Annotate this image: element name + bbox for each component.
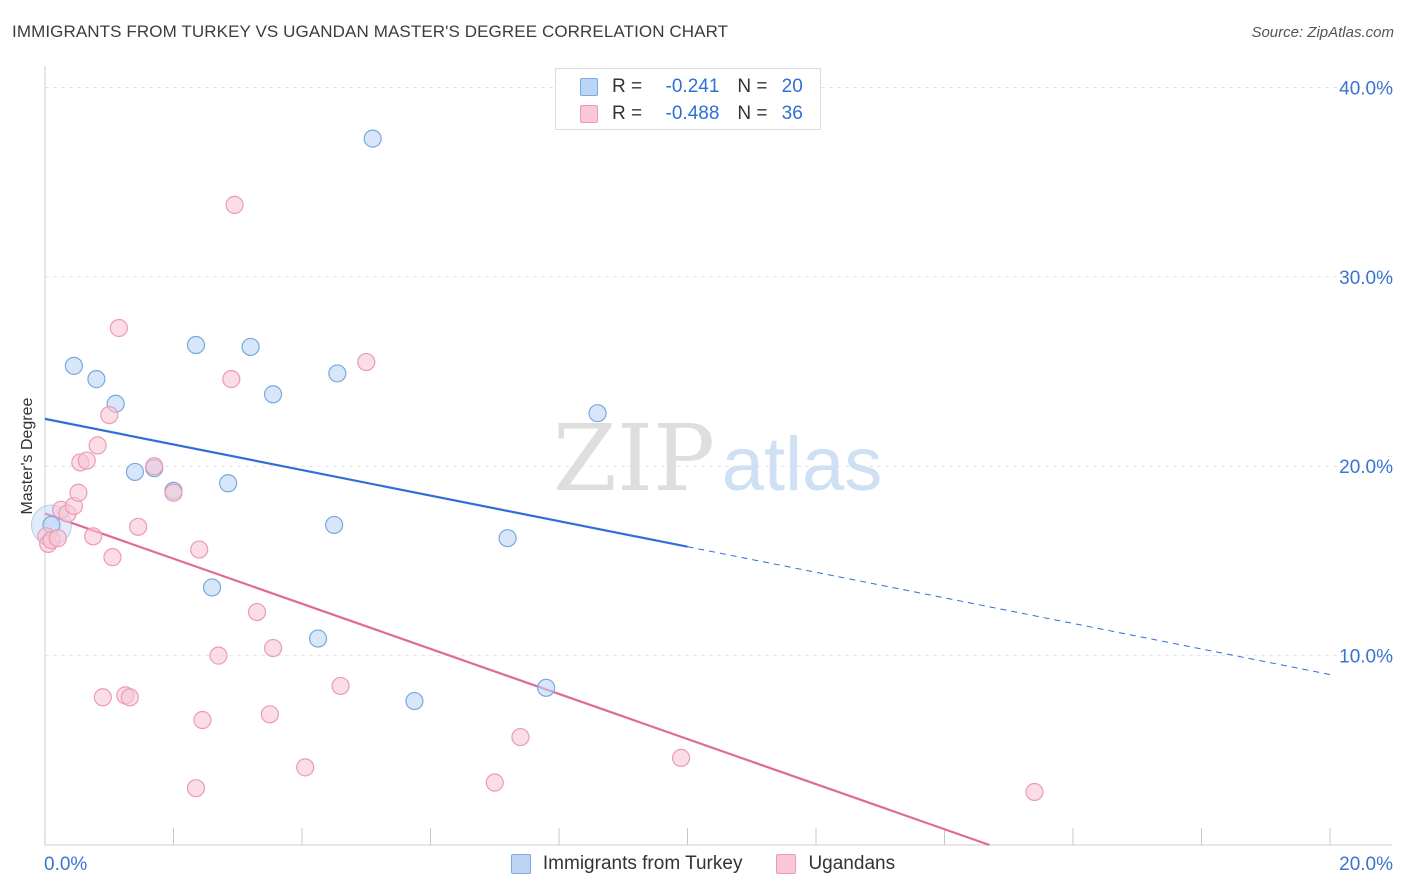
data-point-ugandans [209,646,228,665]
data-point-turkey [588,404,607,423]
data-point-turkey [308,629,328,648]
watermark-atlas: atlas [722,422,883,507]
legend-swatch-blue [510,854,531,874]
legend-row-ugandans: R = -0.488 N = 36 [580,100,803,128]
legend-r-label: R = [612,76,643,97]
legend-n-value: 36 [781,103,803,124]
data-point-ugandans [296,758,315,777]
data-point-ugandans [129,517,148,536]
data-point-ugandans [103,548,122,567]
legend-item-turkey: Immigrants from Turkey [510,853,743,875]
legend-r-value: -0.488 [665,103,720,124]
data-point-turkey [241,337,260,357]
trend-line-turkey [44,417,688,548]
legend-r-label: R = [612,103,643,124]
data-point-ugandans [88,436,107,455]
x-tick-label: 20.0% [1339,854,1393,875]
data-point-ugandans [331,676,350,696]
legend-swatch-pink [776,854,797,874]
data-point-ugandans [186,779,206,798]
trend-lines [44,417,1331,847]
data-point-ugandans [357,352,376,372]
data-point-ugandans [193,710,212,730]
chart-title: IMMIGRANTS FROM TURKEY VS UGANDAN MASTER… [12,22,729,41]
data-point-turkey [202,578,222,597]
legend-r-value: -0.241 [665,76,720,97]
correlation-legend: R = -0.241 N = 20 R = -0.488 N = 36 [555,68,821,130]
series-legend: Immigrants from Turkey Ugandans [0,850,1406,878]
data-point-turkey [325,515,344,535]
data-point-ugandans [225,195,244,214]
grid-lines [45,86,1392,657]
x-tick-label: 0.0% [44,854,87,875]
y-tick-label: 40.0% [1339,78,1393,99]
y-tick-label: 20.0% [1339,457,1393,478]
data-point-ugandans [84,527,103,546]
data-point-turkey [87,370,106,389]
data-point-ugandans [77,451,96,470]
data-point-ugandans [671,748,691,767]
legend-swatch-pink [580,105,598,123]
data-point-turkey [219,474,238,493]
data-point-turkey [405,691,424,711]
y-tick-label: 30.0% [1339,268,1393,289]
data-point-ugandans [247,602,267,622]
data-point-ugandans [120,688,139,707]
axes [44,66,1392,846]
data-point-ugandans [190,540,209,559]
data-point-turkey [498,529,517,548]
data-point-ugandans [100,406,119,425]
legend-label-turkey: Immigrants from Turkey [542,853,743,874]
data-point-ugandans [164,483,183,502]
data-point-turkey [537,678,556,697]
legend-swatch-blue [580,78,598,96]
data-point-turkey [64,356,84,375]
legend-item-ugandans: Ugandans [776,853,895,875]
data-point-ugandans [260,705,279,724]
data-point-ugandans [93,688,112,707]
y-tick-label: 10.0% [1339,647,1393,668]
data-point-turkey [263,385,283,404]
legend-n-value: 20 [781,76,803,97]
tick-labels: 10.0% 20.0% 30.0% 40.0% 0.0% 20.0% [44,78,1393,875]
data-point-ugandans [145,457,164,476]
data-point-turkey [186,335,206,355]
watermark-zip: ZIP [553,405,715,512]
data-point-ugandans [48,529,67,548]
data-point-turkey [125,462,145,482]
legend-label-ugandans: Ugandans [808,853,896,874]
legend-n-label: N = [737,76,768,97]
data-point-ugandans [511,727,530,747]
data-point-turkey [363,129,382,148]
data-point-turkey [328,364,347,383]
trend-line-ugandans [44,512,990,847]
data-point-ugandans [69,483,88,502]
data-point-ugandans [485,773,504,792]
data-point-ugandans [263,638,283,658]
data-point-ugandans [222,370,241,389]
data-point-ugandans [1025,782,1044,802]
data-point-ugandans [109,318,128,338]
source-label: Source: ZipAtlas.com [1251,24,1394,41]
legend-row-turkey: R = -0.241 N = 20 [580,73,803,101]
legend-n-label: N = [737,103,768,124]
data-points [30,129,1044,802]
